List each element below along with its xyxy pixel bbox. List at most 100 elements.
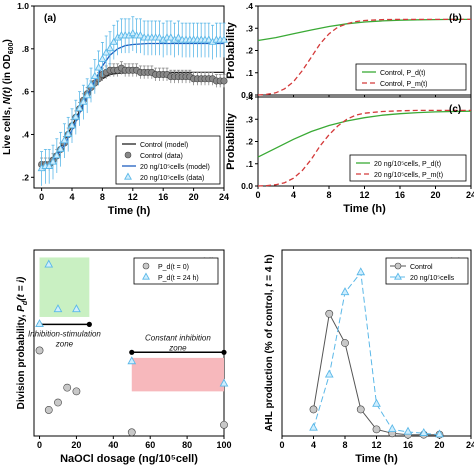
x-axis-label: NaOCl dosage (ng/10⁵cell) — [60, 453, 198, 465]
x-tick-label: 4 — [291, 190, 296, 200]
data-point — [90, 71, 99, 80]
data-point — [341, 339, 349, 347]
x-tick-label: 8 — [326, 190, 331, 200]
data-point — [372, 398, 381, 407]
y-tick-label: .3 — [246, 23, 253, 33]
y-axis-label: AHL production (% of control, t = 4 h) — [264, 254, 275, 431]
data-point — [220, 420, 228, 429]
y-axis-label-part: AHL production (% of control, — [264, 287, 275, 432]
y-tick-label: .2 — [22, 172, 29, 182]
data-point — [75, 103, 84, 112]
x-tick-label: 60 — [145, 440, 155, 450]
y-tick-label: 0.0 — [241, 181, 253, 191]
x-tick-label: 12 — [128, 192, 138, 202]
y-axis-label-part: (in OD — [2, 54, 13, 87]
data-point — [220, 77, 228, 85]
data-point — [324, 369, 334, 378]
legend-label: P_d(t = 24 h) — [158, 275, 199, 282]
data-point — [219, 378, 229, 387]
legend-label: P_d(t = 0) — [158, 264, 189, 271]
legend-box — [115, 135, 221, 185]
x-tick-label: 0 — [279, 440, 284, 450]
legend-marker — [124, 151, 132, 159]
x-tick-label: 24 — [466, 190, 474, 200]
data-point — [340, 287, 350, 296]
data-point — [325, 309, 334, 318]
x-tick-label: 40 — [108, 440, 118, 450]
y-axis-label-part: P — [16, 305, 27, 312]
legend-marker — [124, 172, 132, 180]
x-tick-label: 0 — [37, 440, 42, 450]
data-point — [204, 35, 213, 43]
data-point — [356, 267, 366, 276]
data-point — [356, 405, 365, 414]
x-tick-label: 4 — [69, 192, 74, 202]
data-point — [435, 429, 444, 438]
legend-marker — [394, 272, 402, 280]
data-point — [35, 319, 44, 328]
zone-arrow-end — [86, 321, 92, 327]
zone-label: Inhibition-stimulation zone — [28, 329, 101, 348]
legend-marker — [142, 262, 150, 270]
zone-arrow-end — [221, 349, 227, 355]
data-point — [174, 33, 183, 41]
data-point — [128, 28, 137, 37]
y-tick-label: 0.0 — [241, 90, 253, 100]
legend-box — [133, 257, 219, 285]
data-point — [72, 304, 81, 313]
x-tick-label: 20 — [434, 440, 444, 450]
legend-label: Control (model) — [140, 142, 188, 149]
data-point — [83, 90, 92, 99]
x-tick-label: 0 — [39, 192, 44, 202]
data-point — [109, 37, 118, 45]
y-tick-label: .3 — [246, 114, 253, 124]
data-point — [68, 120, 76, 129]
zone-box — [131, 357, 224, 392]
data-point — [309, 422, 318, 431]
x-tick-label: 16 — [403, 440, 413, 450]
data-point — [56, 144, 65, 152]
y-tick-label: .1 — [246, 159, 253, 169]
y-axis-label: Probability — [225, 112, 237, 170]
x-tick-label: 20 — [71, 440, 81, 450]
y-axis-label-part: N(t) — [2, 86, 13, 104]
data-point — [35, 346, 44, 355]
y-axis-label-part: ) — [2, 39, 13, 42]
x-tick-label: 0 — [255, 190, 260, 200]
data-point — [44, 406, 53, 414]
y-tick-label: .4 — [246, 1, 253, 11]
panel-a: 0 4 8 12 16 20 24 .2 .4 .6 .8 1.0 (a) Time (h) Live ce… — [2, 1, 229, 217]
legend-box — [355, 63, 467, 91]
data-point — [44, 259, 54, 268]
data-point — [94, 63, 103, 71]
x-axis-label: Time (h) — [355, 453, 398, 465]
data-point — [98, 54, 107, 62]
data-point — [49, 157, 57, 165]
panel-label: (c) — [449, 104, 461, 115]
legend-label: Control, P_d(t) — [380, 70, 426, 77]
data-point — [53, 304, 63, 313]
data-point — [419, 428, 429, 436]
x-tick-label: 8 — [342, 440, 347, 450]
legend-label: 20 ng/10⁵cells (data) — [140, 175, 204, 182]
x-tick-label: 24 — [466, 440, 474, 450]
panel-label: (a) — [44, 13, 56, 24]
x-tick-label: 12 — [359, 190, 369, 200]
zone-arrow-end — [129, 349, 135, 355]
legend-label: Control (data) — [140, 153, 183, 160]
legend-label: Control, P_m(t) — [380, 81, 427, 88]
y-tick-label: 1.0 — [17, 1, 29, 11]
x-tick-label: 100 — [216, 440, 231, 450]
data-point — [64, 129, 73, 137]
data-point — [45, 161, 54, 169]
data-point — [60, 135, 69, 144]
data-point — [136, 31, 145, 39]
y-tick-label: .4 — [246, 92, 253, 102]
data-point — [102, 48, 111, 56]
data-point — [87, 80, 95, 88]
y-axis-label-part: d — [22, 300, 29, 305]
y-tick-label: .6 — [22, 87, 29, 97]
panel-c: 0 4 8 12 16 20 24 0.0 .1 .2 .3 .4 (c) Time (h) Probabi… — [225, 92, 474, 215]
